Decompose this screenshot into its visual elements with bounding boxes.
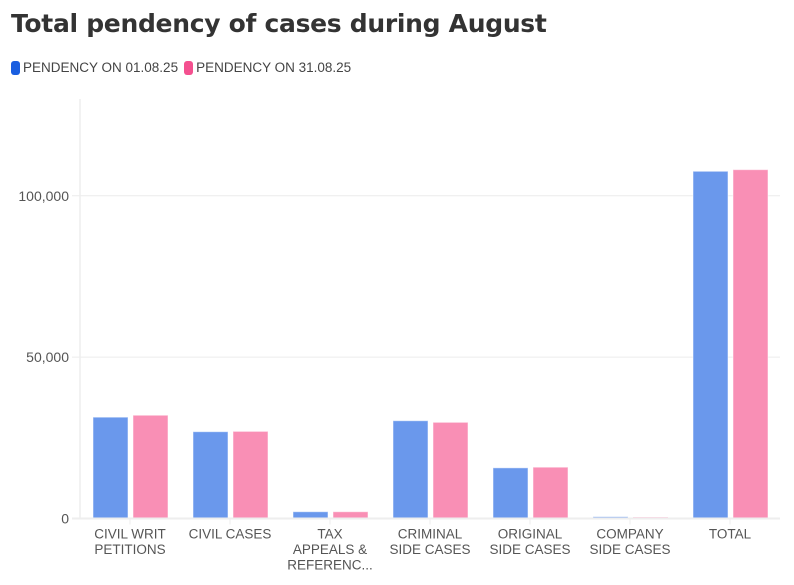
legend-label-series-1: PENDENCY ON 01.08.25 bbox=[23, 60, 179, 75]
x-tick-label: APPEALS & bbox=[293, 542, 367, 557]
y-tick-label: 50,000 bbox=[26, 349, 69, 365]
legend-item-series-2[interactable]: PENDENCY ON 31.08.25 bbox=[184, 60, 351, 75]
x-tick-label: ORIGINAL bbox=[498, 527, 563, 542]
bar-series-2[interactable] bbox=[132, 414, 169, 519]
bar-series-1[interactable] bbox=[492, 467, 529, 520]
bar-series-1[interactable] bbox=[192, 431, 229, 519]
y-tick-label: 0 bbox=[61, 511, 69, 527]
y-tick-label: 100,000 bbox=[18, 188, 69, 204]
legend-swatch-series-1 bbox=[11, 60, 20, 75]
x-tick-label: PETITIONS bbox=[94, 542, 165, 557]
legend-item-series-1[interactable]: PENDENCY ON 01.08.25 bbox=[11, 60, 178, 75]
x-tick-label: SIDE CASES bbox=[489, 542, 570, 557]
x-tick-label: SIDE CASES bbox=[589, 542, 670, 557]
x-tick-label: SIDE CASES bbox=[389, 542, 470, 557]
bar-series-1[interactable] bbox=[392, 420, 429, 520]
bar-series-2[interactable] bbox=[732, 169, 769, 519]
x-tick-label: CIVIL CASES bbox=[189, 527, 272, 542]
legend: PENDENCY ON 01.08.25 PENDENCY ON 31.08.2… bbox=[11, 60, 357, 75]
bar-series-2[interactable] bbox=[432, 421, 469, 520]
bar-series-2[interactable] bbox=[532, 466, 569, 520]
x-tick-label: TOTAL bbox=[709, 527, 752, 542]
bar-series-2[interactable] bbox=[232, 430, 269, 519]
x-tick-label: COMPANY bbox=[596, 527, 663, 542]
bar-series-1[interactable] bbox=[292, 511, 329, 519]
legend-swatch-series-2 bbox=[184, 60, 194, 75]
legend-label-series-2: PENDENCY ON 31.08.25 bbox=[196, 60, 352, 75]
x-tick-label: CIVIL WRIT bbox=[94, 527, 166, 542]
x-tick-label: CRIMINAL bbox=[398, 527, 463, 542]
x-tick-label: REFERENC... bbox=[287, 558, 373, 573]
x-tick-label: TAX bbox=[317, 527, 342, 542]
bar-series-1[interactable] bbox=[92, 416, 129, 520]
bar-series-2[interactable] bbox=[332, 511, 369, 519]
bar-series-1[interactable] bbox=[692, 170, 729, 519]
chart-title: Total pendency of cases during August bbox=[11, 9, 547, 38]
